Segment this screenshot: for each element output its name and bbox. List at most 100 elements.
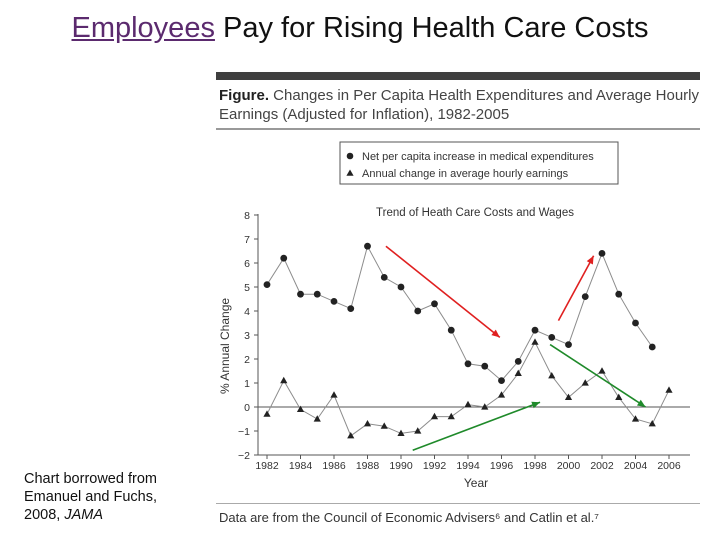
x-tick-label: 2004 (624, 460, 648, 472)
x-tick-label: 1990 (389, 460, 413, 472)
data-point-triangle (280, 376, 288, 384)
legend-item-triangle: Annual change in average hourly earnings (362, 168, 569, 180)
trend-arrow-head (586, 255, 594, 265)
data-point-circle (347, 305, 355, 312)
trend-arrow (385, 245, 501, 339)
arrows-layer (385, 245, 646, 451)
title-highlight: Employees (71, 12, 215, 44)
x-tick-label: 1998 (523, 460, 547, 472)
data-point-circle (531, 326, 539, 334)
data-point-circle (313, 290, 321, 298)
data-point-circle (615, 290, 623, 298)
x-tick-label: 1984 (289, 460, 313, 472)
data-point-triangle (631, 415, 640, 422)
data-point-triangle (414, 427, 422, 434)
data-point-circle (297, 290, 304, 298)
credit-journal: JAMA (64, 507, 103, 523)
x-tick-label: 1986 (322, 460, 346, 472)
series-layer (263, 242, 673, 439)
x-tick-label: 2002 (590, 460, 614, 472)
series-line-triangle (266, 341, 670, 437)
y-tick-label: −1 (238, 426, 250, 438)
data-point-triangle (296, 405, 305, 412)
data-point-triangle (430, 412, 439, 420)
data-point-triangle (531, 338, 539, 345)
data-point-circle (330, 298, 338, 305)
series-line-circle (266, 244, 653, 382)
data-point-triangle (347, 432, 355, 439)
data-point-triangle (397, 429, 405, 436)
trend-arrow (412, 401, 541, 451)
data-point-triangle (330, 391, 338, 398)
data-point-circle (514, 358, 522, 365)
data-point-triangle (263, 410, 271, 417)
trend-arrow (557, 255, 595, 321)
x-tick-label: 1994 (456, 460, 480, 472)
legend-triangle-marker (346, 169, 354, 176)
legend-circle-marker (346, 152, 354, 160)
data-point-circle (598, 250, 606, 257)
data-point-circle (481, 362, 489, 370)
data-point-circle (380, 274, 388, 281)
figure-caption-text: Changes in Per Capita Health Expenditure… (219, 87, 699, 123)
data-point-triangle (598, 367, 606, 374)
trend-arrow (549, 343, 646, 408)
y-tick-label: 5 (244, 282, 250, 294)
y-tick-label: 7 (244, 234, 250, 246)
x-tick-label: 2000 (557, 460, 581, 472)
y-tick-label: 3 (244, 330, 250, 342)
trend-arrow-line (557, 255, 595, 321)
footer-rule (216, 503, 700, 504)
data-point-triangle (581, 379, 589, 386)
data-point-circle (498, 377, 505, 384)
data-point-circle (632, 319, 639, 327)
data-point-triangle (665, 386, 673, 393)
data-point-triangle (363, 420, 372, 427)
data-point-circle (464, 360, 472, 368)
data-point-triangle (497, 391, 506, 398)
y-ticks: −2 −1 0 1 2 3 4 5 6 7 8 (238, 210, 258, 462)
figure-top-rule (216, 72, 700, 80)
x-tick-label: 1996 (490, 460, 514, 472)
data-point-triangle (514, 369, 522, 376)
trend-arrow-line (549, 343, 646, 408)
x-axis-label: Year (464, 476, 488, 490)
y-tick-label: −2 (238, 450, 250, 462)
data-point-circle (447, 326, 455, 334)
data-point-circle (648, 343, 656, 351)
y-tick-label: 1 (244, 378, 250, 390)
x-ticks: 1982 1984 1986 1988 1990 1992 1994 1996 1998 2000… (255, 455, 681, 472)
trend-arrow-line (385, 245, 501, 339)
credit-line-1: Chart borrowed from (24, 471, 157, 487)
title-rest: Pay for Rising Health Care Costs (214, 12, 649, 44)
data-point-triangle (481, 403, 489, 410)
y-axis-label: % Annual Change (218, 298, 232, 394)
data-point-circle (280, 254, 288, 262)
data-point-triangle (615, 393, 623, 400)
data-point-circle (364, 242, 371, 250)
data-point-triangle (380, 422, 388, 429)
data-point-circle (581, 293, 589, 300)
data-point-circle (548, 334, 556, 341)
y-tick-label: 4 (244, 306, 250, 318)
y-tick-label: 8 (244, 210, 250, 222)
data-point-circle (263, 281, 271, 288)
credit-text: Chart borrowed from Emanuel and Fuchs, 2… (24, 470, 157, 524)
data-point-triangle (648, 420, 656, 427)
y-tick-label: 2 (244, 354, 250, 366)
figure-caption: Figure. Changes in Per Capita Health Exp… (219, 86, 699, 124)
figure-label: Figure. (219, 87, 270, 104)
y-tick-label: 6 (244, 258, 250, 270)
data-point-circle (397, 283, 405, 291)
figure-source-note: Data are from the Council of Economic Ad… (219, 510, 600, 525)
credit-line-3: 2008, JAMA (24, 506, 157, 524)
caption-rule (216, 128, 700, 130)
data-point-triangle (447, 412, 455, 420)
trend-arrow-head (636, 399, 646, 407)
x-tick-label: 2006 (657, 460, 681, 472)
x-tick-label: 1988 (356, 460, 380, 472)
data-point-circle (431, 300, 438, 308)
chart-title: Trend of Heath Care Costs and Wages (376, 207, 574, 219)
data-point-circle (565, 341, 572, 348)
